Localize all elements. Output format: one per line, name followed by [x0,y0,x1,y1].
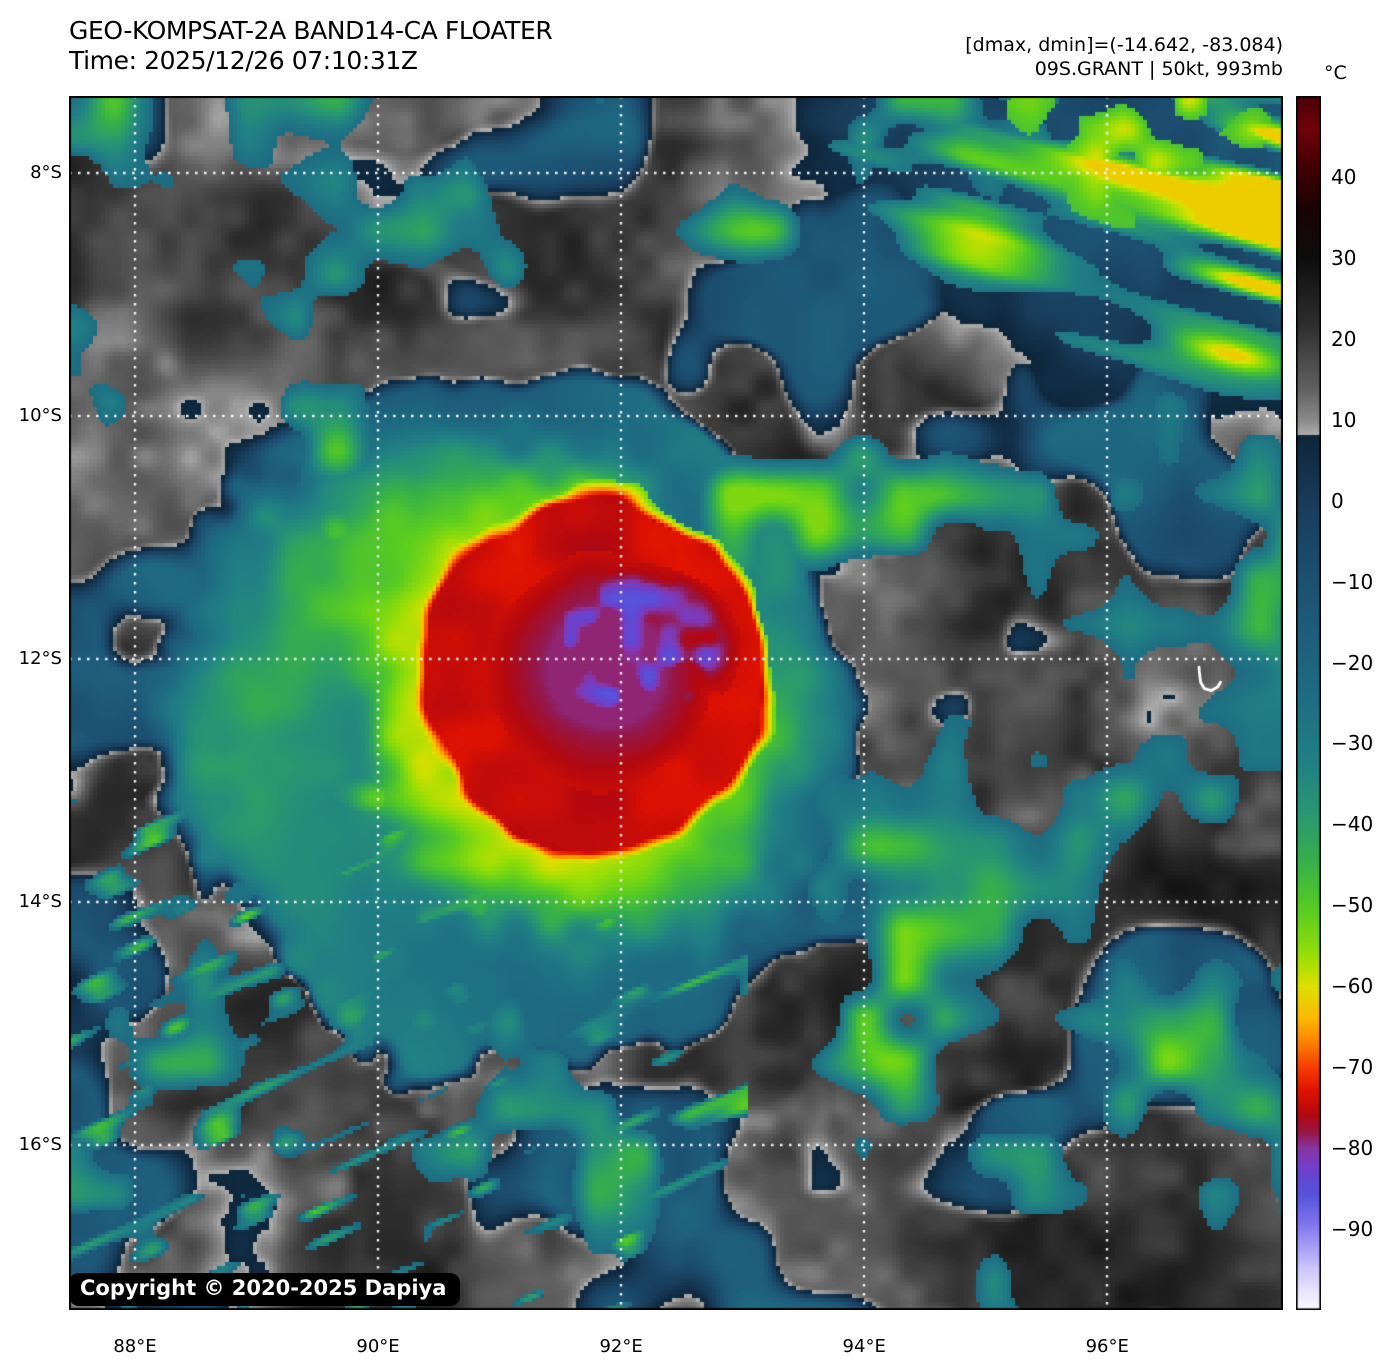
lon-tick-label: 96°E [1085,1336,1129,1357]
colorbar-tick-label: −60 [1331,974,1374,999]
colorbar-tick-label: −90 [1331,1217,1374,1242]
lon-tick-label: 90°E [356,1336,400,1357]
lat-tick-label: 14°S [18,891,62,913]
copyright-badge: Copyright © 2020-2025 Dapiya [69,1273,461,1306]
lat-tick-label: 10°S [18,405,62,427]
page-title: GEO-KOMPSAT-2A BAND14-CA FLOATER [69,16,553,45]
colorbar-tick-label: −10 [1331,569,1374,594]
colorbar-tick-label: −40 [1331,812,1374,837]
colorbar-tick-label: 20 [1331,326,1357,351]
lat-tick-label: 16°S [18,1134,62,1156]
colorbar-tick-label: −30 [1331,731,1374,756]
lat-tick-label: 12°S [18,648,62,670]
satellite-ir-image [69,96,1283,1310]
dmax-dmin-annotation: [dmax, dmin]=(-14.642, -83.084) [965,34,1283,56]
colorbar-tick-label: −20 [1331,650,1374,675]
lon-tick-label: 88°E [113,1336,157,1357]
lon-tick-label: 94°E [842,1336,886,1357]
colorbar-tick-label: −70 [1331,1055,1374,1080]
colorbar [1296,96,1321,1310]
colorbar-tick-label: 0 [1331,488,1344,513]
colorbar-unit-label: °C [1324,62,1347,84]
lon-tick-label: 92°E [599,1336,643,1357]
colorbar-tick-label: −50 [1331,893,1374,918]
timestamp-line: Time: 2025/12/26 07:10:31Z [69,46,418,75]
storm-info-annotation: 09S.GRANT | 50kt, 993mb [1034,58,1283,80]
colorbar-tick-label: 10 [1331,407,1357,432]
colorbar-tick-label: −80 [1331,1136,1374,1161]
lat-tick-label: 8°S [30,162,62,184]
colorbar-tick-label: 30 [1331,245,1357,270]
colorbar-tick-label: 40 [1331,164,1357,189]
